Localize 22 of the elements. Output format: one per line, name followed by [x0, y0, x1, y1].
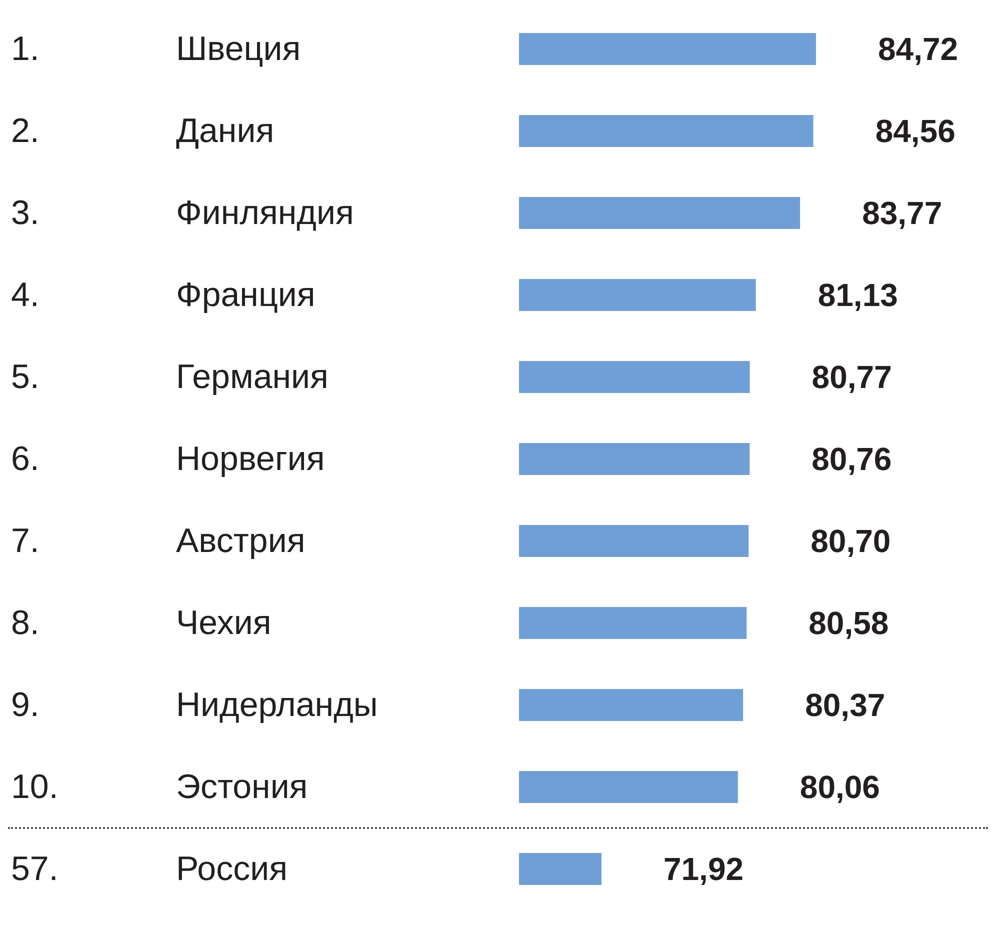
data-label: 83,77: [862, 195, 942, 231]
data-label: 84,56: [875, 113, 956, 149]
data-label: 81,13: [818, 277, 898, 313]
data-label: 80,76: [812, 441, 892, 477]
data-label: 80,58: [808, 605, 889, 641]
data-label: 84,72: [878, 31, 958, 67]
category-label: 57. Россия: [11, 850, 288, 888]
category-label: 10. Эстония: [11, 768, 308, 806]
category-label: 7. Австрия: [11, 522, 306, 560]
data-label: 80,77: [812, 359, 892, 395]
category-label: 2. Дания: [11, 112, 274, 150]
category-label: 3. Финляндия: [11, 194, 354, 232]
category-label: 5. Германия: [11, 358, 328, 396]
category-label: 8. Чехия: [11, 604, 272, 642]
data-label: 80,06: [800, 769, 880, 805]
data-label: 80,70: [810, 523, 891, 559]
category-label: 9. Нидерланды: [11, 686, 378, 724]
category-label: 6. Норвегия: [11, 440, 325, 478]
category-label: 4. Франция: [11, 276, 316, 314]
data-label: 80,37: [805, 687, 886, 723]
category-label: 1. Швеция: [11, 30, 301, 68]
data-label: 71,92: [663, 851, 744, 887]
